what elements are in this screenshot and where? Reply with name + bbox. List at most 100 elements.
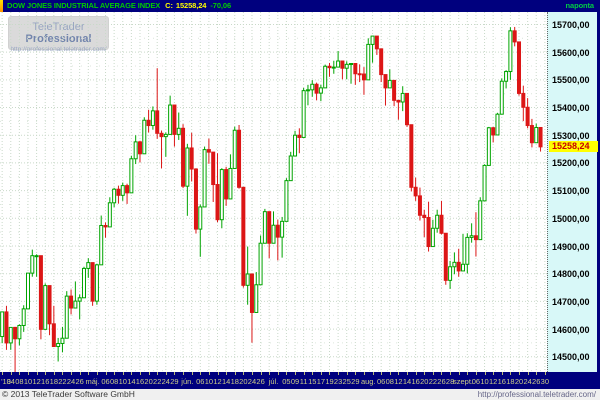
date-label: 10 (204, 377, 214, 386)
candlestick (215, 153, 220, 223)
footer-url[interactable]: http://professional.teletrader.com/ (477, 390, 596, 399)
time-tick (475, 372, 477, 375)
time-axis[interactable]: '13 04 08 10 12 16 18 22 24 26 máj. 06 08 10 14 16 20 22 2… (0, 372, 600, 389)
month-label: máj. (85, 377, 100, 386)
candlestick (25, 272, 30, 310)
price-tick-label: 15500,00 (552, 75, 590, 86)
month-label: szept. (452, 377, 474, 386)
price-axis[interactable]: 15258,24 15700,00 15600,00 15500,00 15400,0… (547, 12, 600, 372)
time-tick (260, 372, 262, 375)
candlestick (142, 117, 147, 155)
date-label: 17 (316, 377, 326, 386)
candlestick (301, 87, 306, 138)
time-tick (355, 372, 357, 375)
candlestick (400, 86, 405, 112)
date-label: 15 (308, 377, 317, 386)
time-tick (131, 372, 133, 375)
time-tick (432, 372, 434, 375)
time-tick (208, 372, 210, 375)
candlestick (310, 80, 315, 97)
time-tick (363, 372, 365, 375)
time-tick (139, 372, 141, 375)
candlestick (271, 211, 276, 244)
candlestick (99, 215, 104, 266)
date-label: '13 (1, 377, 11, 386)
time-tick (338, 372, 340, 375)
candlestick (103, 222, 108, 238)
time-tick (519, 372, 520, 375)
chart-title-bar: DOW JONES INDUSTRIAL AVERAGE INDEX C: 15… (0, 0, 600, 12)
date-label: 08 (109, 377, 119, 386)
candlestick (60, 326, 65, 353)
candlestick-chart-area[interactable]: TeleTrader Professional http://professio… (0, 12, 547, 372)
candlestick (448, 260, 453, 289)
time-tick (346, 372, 348, 375)
time-tick (53, 372, 55, 375)
candlestick (17, 324, 22, 346)
date-label: 24 (523, 377, 532, 386)
date-label: 12 (488, 377, 498, 386)
candlestick (116, 185, 121, 204)
date-label: 24 (66, 377, 76, 386)
candlestick (155, 68, 160, 139)
price-tick-label: 15300,00 (552, 130, 590, 141)
candlestick (146, 109, 151, 133)
candlestick (340, 60, 345, 80)
time-tick (183, 372, 185, 375)
time-tick (277, 372, 279, 375)
price-tick-label: 15600,00 (552, 47, 590, 58)
candlestick (417, 187, 422, 221)
close-label: C: (165, 1, 173, 10)
date-label: 20 (144, 377, 153, 386)
candlestick (0, 311, 5, 344)
time-tick (441, 372, 443, 375)
date-label: 08 (385, 377, 394, 386)
candlestick (383, 74, 388, 106)
candlestick (405, 92, 410, 127)
date-label: 18 (506, 377, 515, 386)
date-label: 18 (49, 377, 58, 386)
candlestick (465, 233, 470, 274)
candlestick (486, 126, 491, 166)
time-tick (217, 372, 219, 375)
candlestick (284, 178, 289, 222)
candlestick (30, 249, 35, 277)
candlestick (499, 78, 504, 115)
date-label: 26 (532, 377, 541, 386)
candlestick (56, 337, 61, 362)
candlestick (435, 209, 440, 233)
time-tick (200, 372, 202, 375)
last-price-tag: 15258,24 (549, 141, 598, 153)
candlestick (249, 273, 254, 343)
candlestick (426, 201, 431, 252)
titlebar-accent-stripe (0, 0, 3, 12)
time-tick (295, 372, 297, 375)
time-tick (415, 372, 417, 375)
date-label: 22 (428, 377, 438, 386)
date-label: 19 (325, 377, 334, 386)
interval-label[interactable]: naponta (565, 1, 595, 10)
candlestick (366, 38, 371, 81)
price-tick-label: 14700,00 (552, 296, 590, 307)
candlestick (193, 168, 198, 234)
instrument-name: DOW JONES INDUSTRIAL AVERAGE INDEX (7, 1, 161, 10)
candlestick (413, 177, 418, 201)
date-label: 14 (221, 377, 231, 386)
candlestick (461, 233, 466, 272)
date-label: 16 (41, 377, 50, 386)
time-tick (243, 372, 245, 375)
candlestick (4, 305, 9, 350)
candlestick (293, 130, 298, 157)
candlestick (357, 64, 362, 83)
candlestick (374, 35, 379, 55)
date-label: 24 (247, 377, 257, 386)
candlestick (185, 143, 190, 216)
candlestick (90, 262, 95, 306)
candlestick (508, 27, 513, 80)
time-tick (303, 372, 305, 375)
time-tick (381, 372, 383, 375)
candlestick (8, 326, 13, 350)
chart-canvas (0, 12, 547, 372)
date-label: 14 (127, 377, 136, 386)
